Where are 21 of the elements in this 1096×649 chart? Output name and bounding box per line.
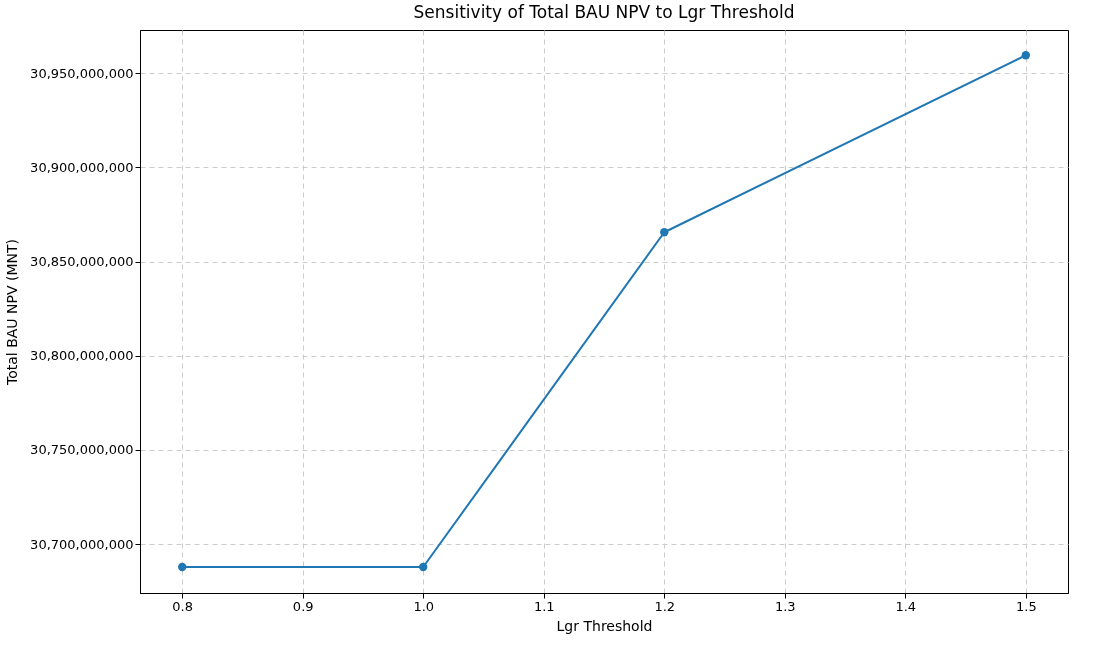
chart-title: Sensitivity of Total BAU NPV to Lgr Threshold (413, 2, 795, 22)
x-tick-label: 1.1 (533, 598, 555, 614)
point (1021, 51, 1030, 60)
y-tick-label: 30,950,000,000 (30, 65, 134, 81)
y-axis-title: Total BAU NPV (MNT) (4, 239, 21, 386)
y-tick-label: 30,700,000,000 (30, 536, 134, 552)
x-tick-label: 1.3 (774, 598, 796, 614)
point (419, 562, 428, 572)
point (660, 228, 669, 237)
x-tick-label: 1.2 (654, 598, 676, 614)
y-tick-label: 30,750,000,000 (30, 442, 134, 458)
point (178, 562, 187, 572)
y-tick-label: 30,800,000,000 (30, 348, 134, 364)
y-tick-label: 30,900,000,000 (30, 159, 134, 175)
y-tick-label: 30,850,000,000 (30, 254, 134, 270)
x-tick-label: 0.9 (292, 598, 314, 614)
x-tick-label: 1.5 (1015, 598, 1037, 614)
x-tick-label: 1.0 (413, 598, 435, 614)
x-tick-label: 1.4 (895, 598, 917, 614)
x-tick-label: 0.8 (172, 598, 194, 614)
x-axis-title: Lgr Threshold (556, 617, 653, 634)
